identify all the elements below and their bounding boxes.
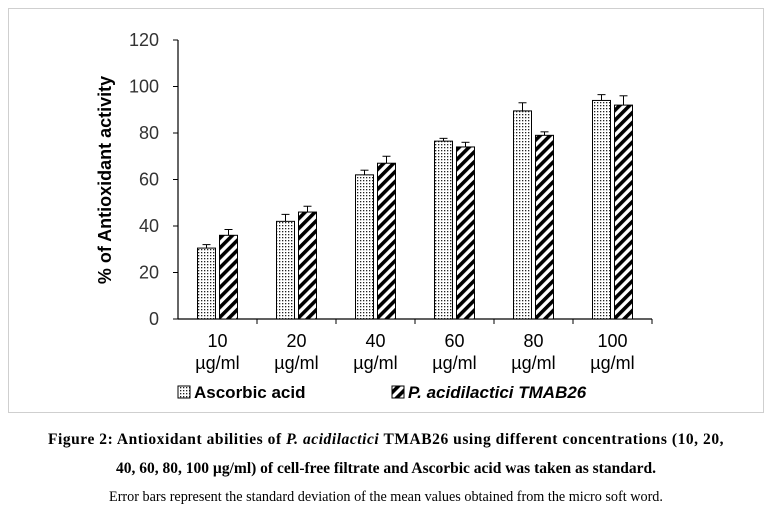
bar-p-acidilactici	[219, 234, 238, 320]
x-category-label: 80	[523, 331, 543, 351]
bar-ascorbic-acid	[592, 99, 611, 320]
caption-organism: P. acidilactici	[286, 431, 380, 448]
x-category-label: µg/ml	[195, 353, 239, 373]
bar-p-acidilactici	[614, 104, 633, 320]
caption-line-1: Figure 2: Antioxidant abilities of P. ac…	[0, 427, 772, 452]
caption-note: Error bars represent the standard deviat…	[109, 489, 663, 505]
y-tick-label: 20	[139, 263, 159, 283]
y-axis-title: % of Antioxidant activity	[95, 76, 115, 284]
y-tick-label: 100	[129, 77, 159, 97]
legend-swatch-ascorbic-acid	[177, 385, 191, 399]
legend-swatch-p-acidilactici	[391, 385, 405, 399]
legend-label-ascorbic-acid: Ascorbic acid	[194, 383, 306, 402]
bar-p-acidilactici	[456, 146, 475, 320]
x-category-label: µg/ml	[353, 353, 397, 373]
figure-caption: Figure 2: Antioxidant abilities of P. ac…	[0, 427, 772, 507]
bar-ascorbic-acid	[355, 174, 374, 320]
x-category-label: µg/ml	[590, 353, 634, 373]
x-category-label: 10	[207, 331, 227, 351]
bar-p-acidilactici	[298, 211, 317, 320]
bar-ascorbic-acid	[434, 140, 453, 320]
caption-figure-label: Figure 2: Antioxidant abilities of	[47, 431, 287, 448]
bar-ascorbic-acid	[276, 220, 295, 320]
y-tick-label: 40	[139, 216, 159, 236]
x-category-label: µg/ml	[274, 353, 318, 373]
y-tick-label: 80	[139, 123, 159, 143]
x-category-label: 20	[286, 331, 306, 351]
y-tick-label: 60	[139, 170, 159, 190]
chart-svg: 02040608010012010µg/ml20µg/ml40µg/ml60µg…	[95, 30, 653, 402]
caption-rest-line1: TMAB26 using different concentrations (1…	[379, 431, 725, 448]
bar-p-acidilactici	[535, 134, 554, 320]
x-category-label: µg/ml	[511, 353, 555, 373]
legend-label-p-acidilactici: P. acidilactici TMAB26	[408, 383, 587, 402]
bar-ascorbic-acid	[513, 110, 532, 320]
bar-p-acidilactici	[377, 162, 396, 320]
x-category-label: 60	[444, 331, 464, 351]
y-tick-label: 0	[149, 309, 159, 329]
x-category-label: 40	[365, 331, 385, 351]
bar-ascorbic-acid	[197, 247, 216, 320]
caption-line-2: 40, 60, 80, 100 µg/ml) of cell-free filt…	[116, 460, 656, 477]
x-category-label: 100	[597, 331, 627, 351]
x-category-label: µg/ml	[432, 353, 476, 373]
y-tick-label: 120	[129, 30, 159, 50]
